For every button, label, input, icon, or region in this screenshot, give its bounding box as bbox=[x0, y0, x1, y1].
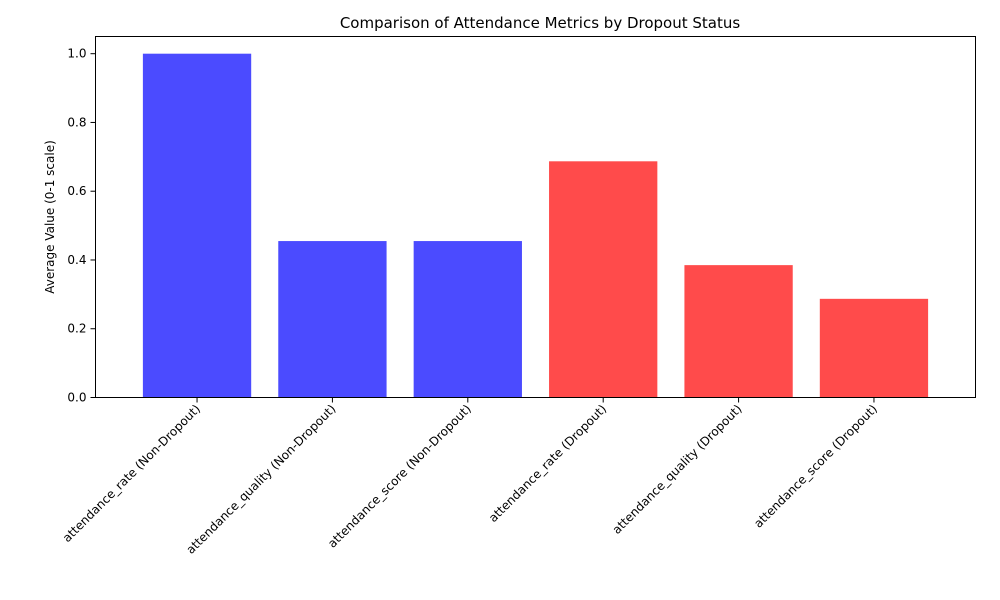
x-tick-label-1: attendance_quality (Non-Dropout) bbox=[183, 402, 338, 557]
y-tick-label-5: 1.0 bbox=[67, 47, 86, 61]
x-tick-label-2: attendance_score (Non-Dropout) bbox=[325, 402, 474, 551]
y-tick-label-4: 0.8 bbox=[67, 115, 86, 129]
y-axis-label: Average Value (0-1 scale) bbox=[43, 140, 57, 294]
y-tick-label-0: 0.0 bbox=[67, 391, 86, 405]
y-axis: 0.0 0.2 0.4 0.6 0.8 1.0 bbox=[67, 47, 96, 405]
x-axis: attendance_rate (Non-Dropout)attendance_… bbox=[60, 397, 880, 557]
y-tick-label-3: 0.6 bbox=[67, 184, 86, 198]
bar-1 bbox=[278, 241, 387, 398]
y-tick-label-1: 0.2 bbox=[67, 322, 86, 336]
x-tick-label-0: attendance_rate (Non-Dropout) bbox=[60, 402, 203, 545]
x-tick-label-5: attendance_score (Dropout) bbox=[751, 402, 880, 531]
bar-4 bbox=[684, 265, 793, 398]
y-tick-label-2: 0.4 bbox=[67, 253, 86, 267]
bar-2 bbox=[413, 241, 522, 398]
bar-0 bbox=[142, 53, 252, 398]
x-tick-label-4: attendance_quality (Dropout) bbox=[610, 402, 745, 537]
bar-3 bbox=[549, 161, 658, 398]
bar-5 bbox=[819, 298, 929, 398]
plot-frame bbox=[95, 36, 976, 398]
chart-title: Comparison of Attendance Metrics by Drop… bbox=[340, 14, 741, 32]
bars-group bbox=[142, 53, 929, 398]
x-tick-label-3: attendance_rate (Dropout) bbox=[486, 402, 609, 525]
